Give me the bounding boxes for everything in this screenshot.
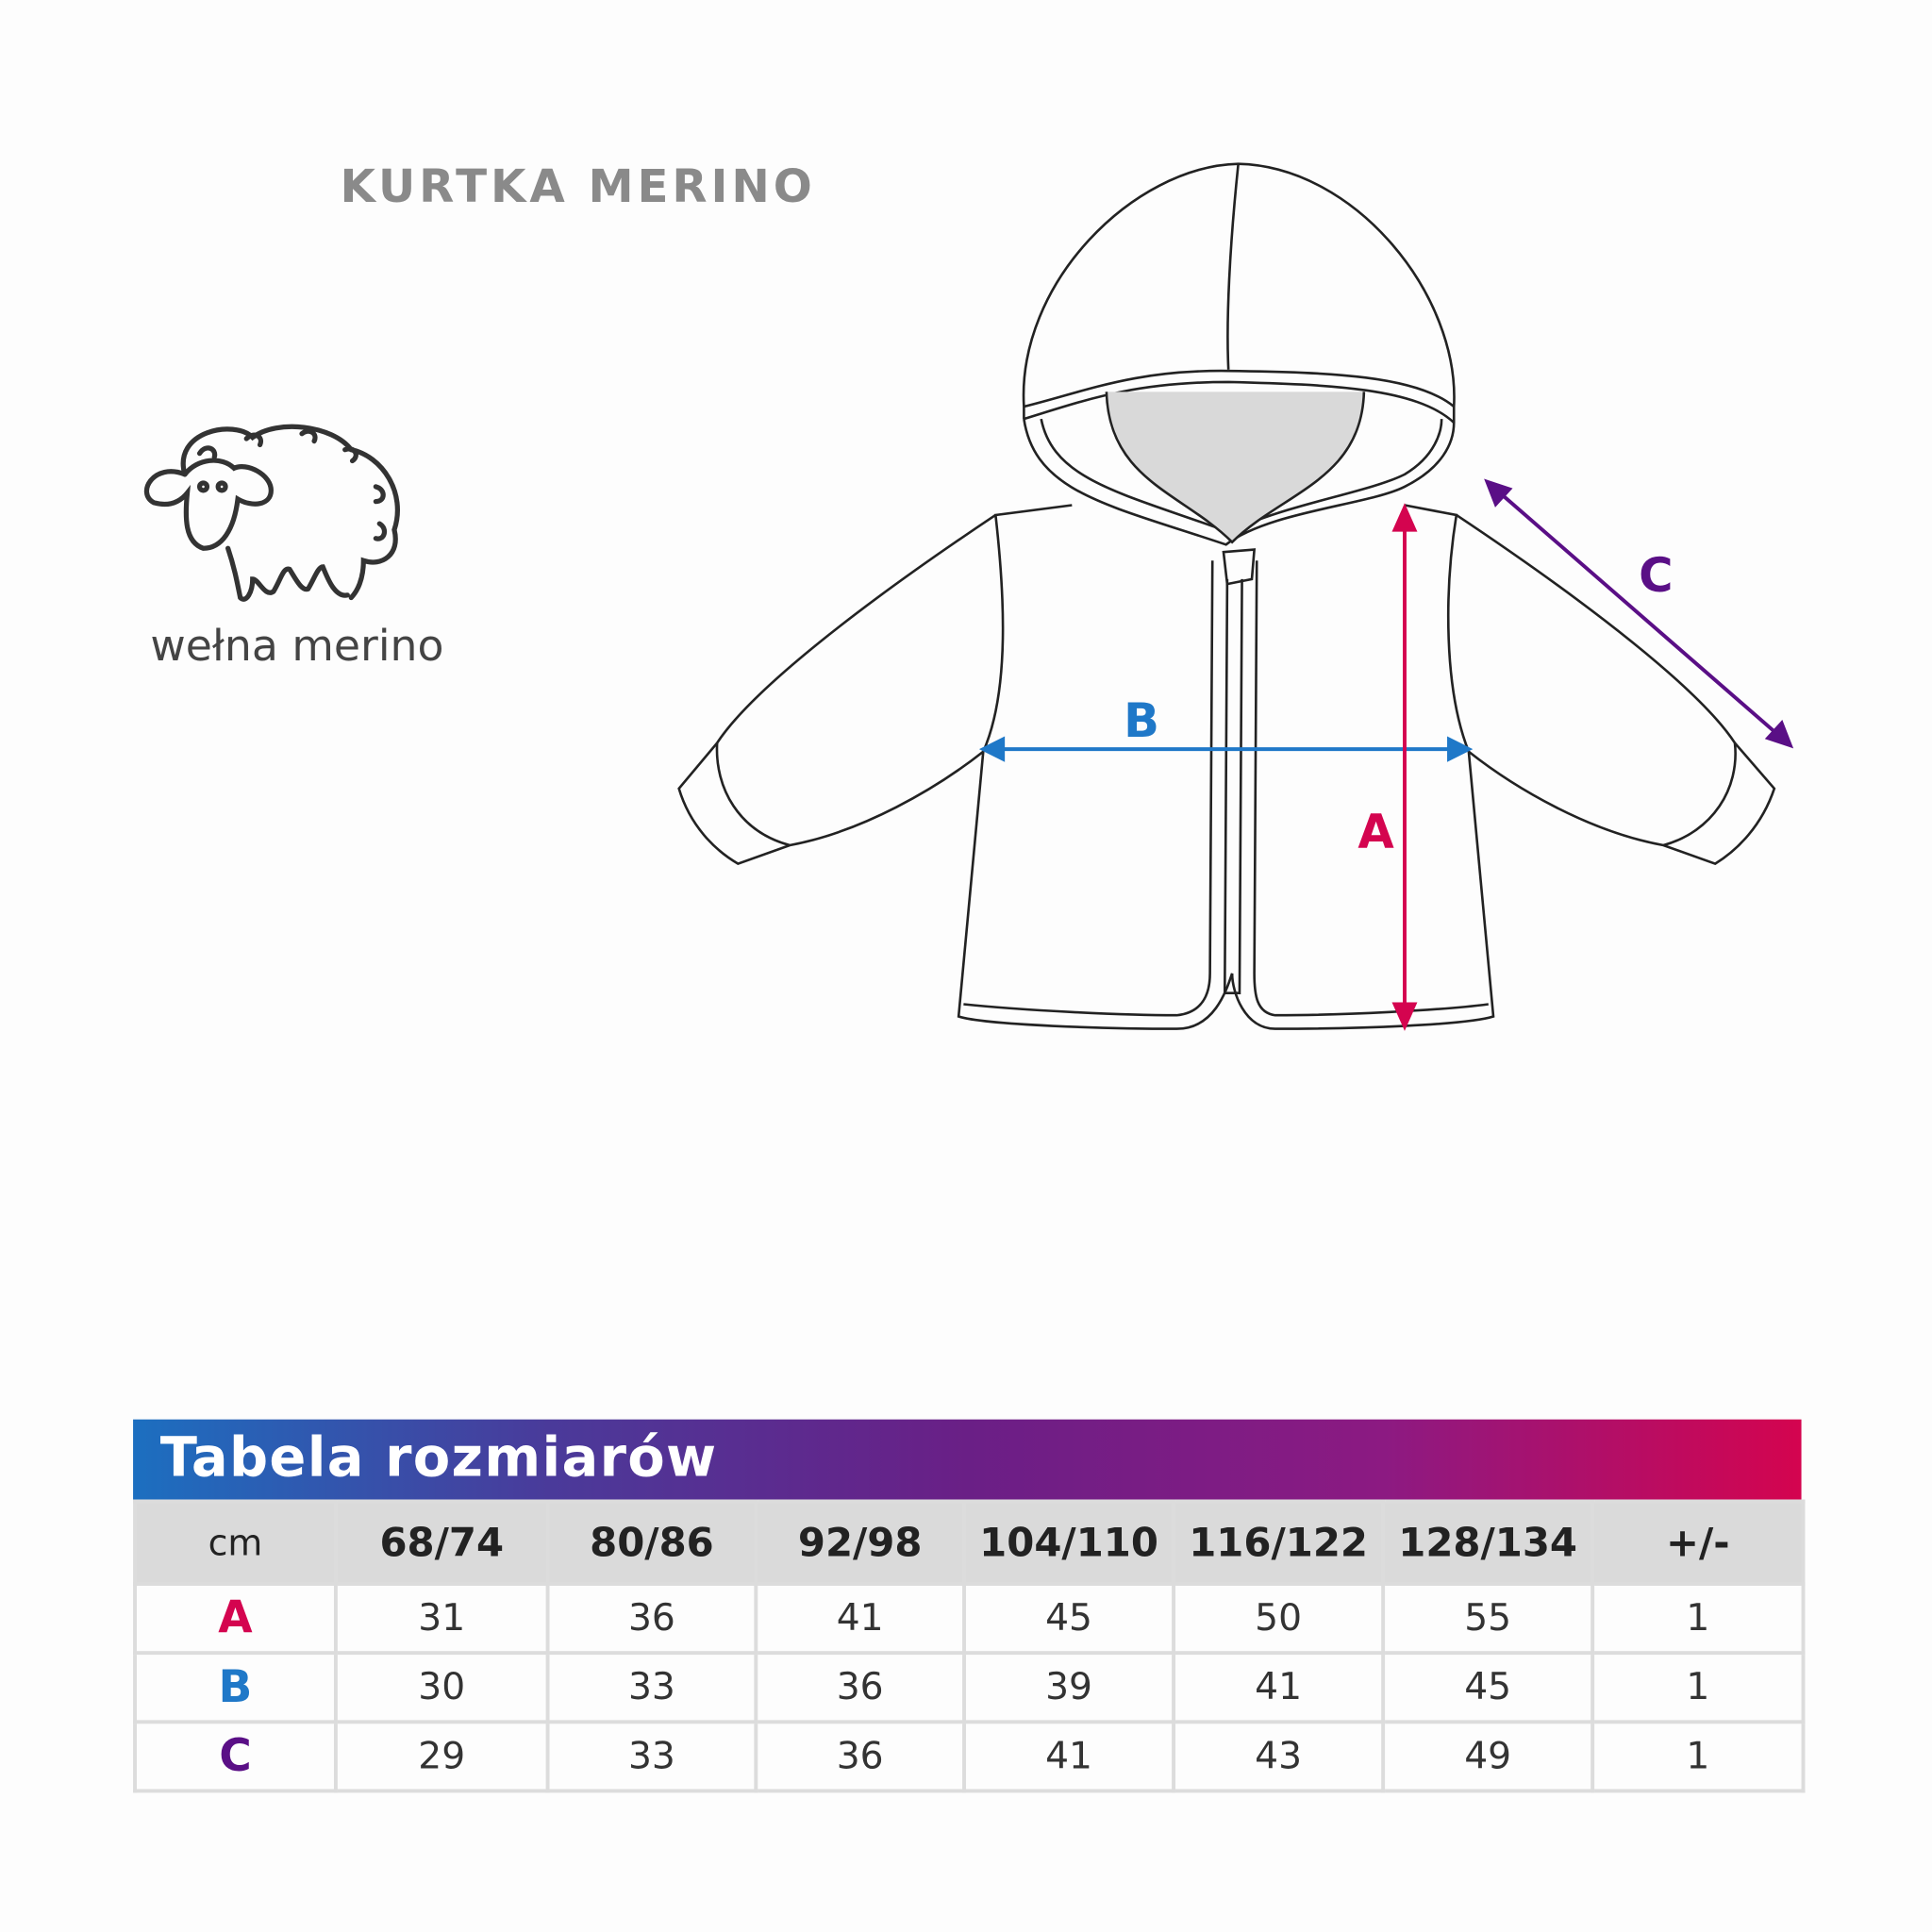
- table-cell: 36: [754, 1651, 966, 1724]
- sheep-icon: [143, 424, 400, 602]
- table-row: B 30 33 36 39 41 45 1: [133, 1651, 1806, 1724]
- table-cell: 33: [545, 1651, 758, 1724]
- row-label: C: [133, 1720, 338, 1793]
- size-table: cm 68/74 80/86 92/98 104/110 116/122 128…: [133, 1499, 1806, 1793]
- label-b: B: [1124, 693, 1159, 748]
- row-label: B: [133, 1651, 338, 1724]
- table-cell: 36: [545, 1582, 758, 1656]
- table-row: C 29 33 36 41 43 49 1: [133, 1720, 1806, 1793]
- table-cell: 1: [1591, 1651, 1806, 1724]
- column-header: 116/122: [1172, 1499, 1386, 1586]
- column-header: 104/110: [962, 1499, 1176, 1586]
- size-table-header: Tabela rozmiarów: [133, 1419, 1802, 1500]
- table-cell: 41: [1172, 1651, 1386, 1724]
- table-cell: 36: [754, 1720, 966, 1793]
- table-row: A 31 36 41 45 50 55 1: [133, 1582, 1806, 1656]
- table-cell: 45: [962, 1582, 1176, 1656]
- column-header: +/-: [1591, 1499, 1806, 1586]
- table-cell: 30: [333, 1651, 550, 1724]
- table-cell: 41: [962, 1720, 1176, 1793]
- label-a: A: [1357, 805, 1394, 859]
- column-header: 92/98: [754, 1499, 966, 1586]
- table-cell: 43: [1172, 1720, 1386, 1793]
- table-cell: 50: [1172, 1582, 1386, 1656]
- wool-label: wełna merino: [150, 622, 444, 672]
- table-cell: 49: [1381, 1720, 1595, 1793]
- column-header: 68/74: [333, 1499, 550, 1586]
- row-label: A: [133, 1582, 338, 1656]
- table-cell: 1: [1591, 1582, 1806, 1656]
- label-c: C: [1639, 548, 1673, 603]
- table-cell: 1: [1591, 1720, 1806, 1793]
- table-cell: 29: [333, 1720, 550, 1793]
- table-cell: 39: [962, 1651, 1176, 1724]
- size-table-title: Tabela rozmiarów: [159, 1426, 718, 1491]
- measurement-a-arrow: [1391, 503, 1418, 1031]
- column-header: 128/134: [1381, 1499, 1595, 1586]
- table-header-row: cm 68/74 80/86 92/98 104/110 116/122 128…: [133, 1499, 1806, 1586]
- table-cell: 45: [1381, 1651, 1595, 1724]
- measurement-c-arrow: [1484, 478, 1794, 749]
- table-cell: 41: [754, 1582, 966, 1656]
- table-cell: 31: [333, 1582, 550, 1656]
- table-cell: 33: [545, 1720, 758, 1793]
- measurement-b-arrow: [978, 736, 1474, 762]
- product-title: KURTKA MERINO: [340, 159, 816, 213]
- column-header: 80/86: [545, 1499, 758, 1586]
- column-header: cm: [133, 1499, 338, 1586]
- table-cell: 55: [1381, 1582, 1595, 1656]
